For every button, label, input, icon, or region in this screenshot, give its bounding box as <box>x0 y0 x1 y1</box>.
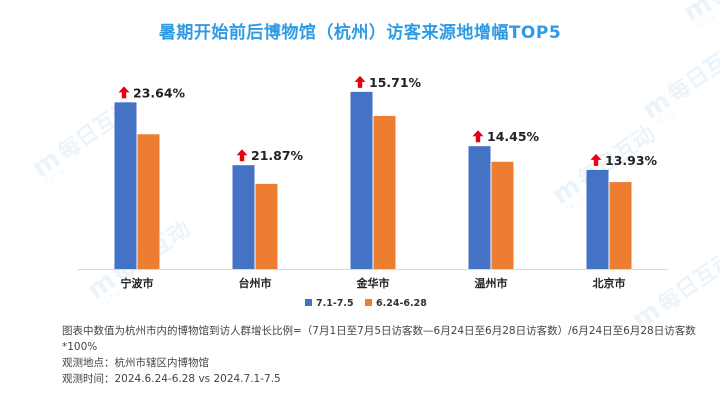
growth-label: 13.93% <box>605 153 658 168</box>
category-tick-label: 北京市 <box>593 276 626 290</box>
category-tick-label: 金华市 <box>356 276 390 290</box>
legend-swatch <box>305 299 312 306</box>
growth-arrow-icon <box>118 86 130 99</box>
bar-chart: 23.64% 宁波市 21.87% 台州市 15.71% 金华市 14.45% 温州市 13.9… <box>78 75 668 309</box>
growth-label: 15.71% <box>369 75 422 90</box>
note-location: 观测地点：杭州市辖区内博物馆 <box>62 357 209 369</box>
growth-arrow-icon <box>472 130 484 143</box>
chart-notes: 图表中数值为杭州市内的博物馆到访人群增长比例=（7月1日至7月5日访客数—6月2… <box>62 323 717 387</box>
legend: 7.1-7.5 6.24-6.28 <box>305 298 427 309</box>
note-period: 观测时间：2024.6.24-6.28 vs 2024.7.1-7.5 <box>62 373 281 385</box>
bar-current <box>468 146 491 269</box>
category-tick-label: 台州市 <box>239 276 272 290</box>
bar-group: 23.64% 宁波市 <box>114 85 186 290</box>
bar-group: 15.71% 金华市 <box>350 75 422 290</box>
legend-entry: 6.24-6.28 <box>376 298 427 309</box>
growth-arrow-icon <box>236 149 248 162</box>
bar-current <box>350 91 373 269</box>
category-tick-label: 温州市 <box>475 276 508 290</box>
bar-current <box>114 102 137 269</box>
legend-entry: 7.1-7.5 <box>316 298 354 309</box>
bar-previous <box>609 182 632 269</box>
legend-swatch <box>365 299 372 306</box>
bar-previous <box>491 161 514 269</box>
growth-arrow-icon <box>590 153 602 166</box>
growth-label: 23.64% <box>133 85 186 100</box>
bar-previous <box>137 134 160 269</box>
chart-title: 暑期开始前后博物馆（杭州）访客来源地增幅TOP5 <box>158 23 562 43</box>
growth-label: 14.45% <box>487 129 540 144</box>
bar-current <box>232 165 255 269</box>
growth-label: 21.87% <box>251 148 304 163</box>
bar-group: 13.93% 北京市 <box>586 153 658 290</box>
bar-group: 21.87% 台州市 <box>232 148 304 290</box>
bar-group: 14.45% 温州市 <box>468 129 540 290</box>
category-tick-label: 宁波市 <box>121 276 154 290</box>
bar-previous <box>255 183 278 269</box>
growth-arrow-icon <box>354 75 366 88</box>
note-formula: 图表中数值为杭州市内的博物馆到访人群增长比例=（7月1日至7月5日访客数—6月2… <box>62 325 696 353</box>
bar-previous <box>373 115 396 270</box>
bar-current <box>586 169 609 269</box>
